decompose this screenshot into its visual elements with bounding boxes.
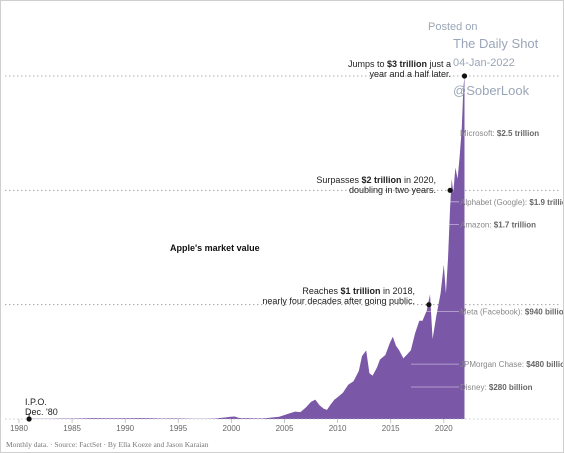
annotations: I.P.O.Dec. '80 Reaches $1 trillion in 201… <box>25 59 468 422</box>
area-layer <box>29 76 465 419</box>
annotation-1-line-0: Reaches $1 trillion in 2018, <box>302 286 415 296</box>
x-tick-label-8: 2020 <box>435 424 453 433</box>
annotation-dot-3 <box>461 73 468 79</box>
annotation-0-line-1: Dec. '80 <box>25 407 58 417</box>
reference-company-3: Meta (Facebook): <box>460 308 525 317</box>
reference-company-0: Microsoft: <box>460 129 497 138</box>
annotation-0-line-0: I.P.O. <box>25 397 47 407</box>
reference-value-1: $1.9 trillion <box>529 198 563 207</box>
annotation-3-line-1: year and a half later. <box>369 69 451 79</box>
annotation-text: just a <box>427 59 451 69</box>
reference-label-5: Disney: $280 billion <box>460 383 533 392</box>
watermark-source: The Daily Shot <box>453 36 539 51</box>
watermark-handle: @SoberLook <box>453 83 530 98</box>
reference-label-4: JPMorgan Chase: $480 billion <box>460 360 563 369</box>
grid-layer <box>5 75 561 306</box>
reference-company-5: Disney: <box>460 383 489 392</box>
annotation-text: Jumps to <box>348 59 387 69</box>
x-tick-label-7: 2015 <box>382 424 400 433</box>
footer-credits: Monthly data. · Source: FactSet · By Ell… <box>6 440 209 449</box>
x-tick-label-5: 2005 <box>276 424 294 433</box>
annotation-2-line-0: Surpasses $2 trillion in 2020, <box>316 175 436 185</box>
annotation-dot-1 <box>426 302 432 308</box>
reference-value-2: $1.7 trillion <box>494 221 536 230</box>
reference-label-2: Amazon: $1.7 trillion <box>460 221 536 230</box>
reference-label-1: Alphabet (Google): $1.9 trillion <box>460 198 563 207</box>
annotation-dot-0 <box>26 416 32 422</box>
reference-label-0: Microsoft: $2.5 trillion <box>460 129 539 138</box>
x-tick-label-0: 1980 <box>10 424 28 433</box>
x-tick-label-6: 2010 <box>329 424 347 433</box>
market-value-area <box>29 76 465 419</box>
reference-value-0: $2.5 trillion <box>497 129 539 138</box>
reference-label-3: Meta (Facebook): $940 billion <box>460 308 563 317</box>
reference-company-2: Amazon: <box>460 221 494 230</box>
reference-company-1: Alphabet (Google): <box>460 198 529 207</box>
annotation-1-line-1: nearly four decades after going public. <box>262 296 415 306</box>
annotation-text: in 2020, <box>401 175 436 185</box>
annotation-text: Reaches <box>302 286 340 296</box>
annotation-dot-2 <box>447 187 453 193</box>
x-tick-label-1: 1985 <box>63 424 81 433</box>
watermark-date: 04-Jan-2022 <box>453 57 515 69</box>
watermark-posted-on: Posted on <box>428 21 478 33</box>
reference-value-5: $280 billion <box>489 383 533 392</box>
annotation-text: Surpasses <box>316 175 361 185</box>
x-axis: 1980 1985 1990 1995 2000 2005 2010 2015 2020 <box>5 418 561 433</box>
annotation-value: $2 trillion <box>361 175 401 185</box>
annotation-text: in 2018, <box>380 286 415 296</box>
x-tick-label-2: 1990 <box>116 424 134 433</box>
annotation-value: $1 trillion <box>340 286 380 296</box>
annotation-3-line-0: Jumps to $3 trillion just a <box>348 59 451 69</box>
annotation-2-line-1: doubling in two years. <box>349 185 436 195</box>
x-tick-label-3: 1995 <box>169 424 187 433</box>
reference-value-4: $480 billion <box>526 360 563 369</box>
chart-title: Apple's market value <box>170 243 260 253</box>
x-tick-label-4: 2000 <box>223 424 241 433</box>
reference-value-3: $940 billion <box>525 308 563 317</box>
annotation-value: $3 trillion <box>387 59 427 69</box>
reference-company-4: JPMorgan Chase: <box>460 360 526 369</box>
reference-labels: Microsoft: $2.5 trillion Alphabet (Google… <box>411 129 563 392</box>
